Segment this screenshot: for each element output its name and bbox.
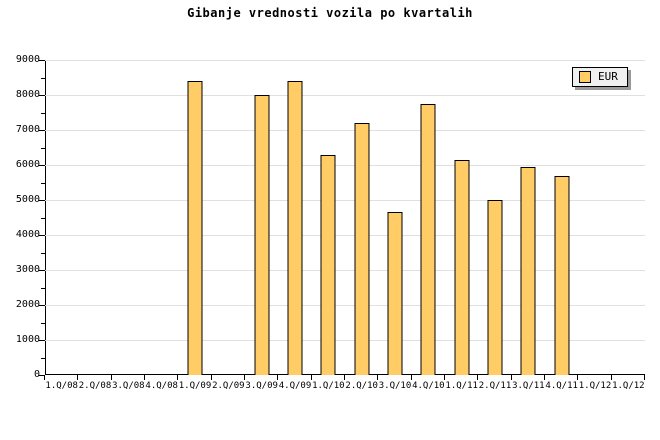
x-tick-label: 4.Q/10 (412, 381, 445, 391)
bar-4.Q/09 (287, 81, 303, 375)
bar-3.Q/11 (520, 166, 536, 375)
gridline (45, 235, 645, 237)
x-tick (577, 375, 579, 380)
y-major-tick (39, 60, 45, 61)
gridline (45, 270, 645, 272)
x-tick-label: 3.Q/10 (378, 381, 412, 391)
x-tick (544, 375, 545, 380)
x-tick (510, 375, 512, 380)
y-major-tick (39, 130, 45, 131)
x-tick (443, 375, 445, 380)
y-tick-label: 6000 (15, 159, 40, 171)
x-tick (610, 375, 612, 380)
y-axis-line (45, 60, 46, 375)
gridline (45, 130, 645, 131)
y-minor-tick (41, 357, 45, 359)
x-tick (377, 375, 379, 380)
y-tick-label: 0 (33, 369, 40, 380)
y-major-tick (39, 95, 45, 97)
gridline (45, 305, 645, 307)
bar-2.Q/10 (354, 123, 370, 375)
y-tick-label: 7000 (15, 124, 40, 135)
x-tick (243, 375, 245, 380)
y-minor-tick (41, 287, 45, 289)
x-tick (277, 375, 279, 380)
y-major-tick (39, 270, 45, 272)
x-tick-label: 1.Q/09 (178, 381, 212, 391)
x-tick-label: 2.Q/09 (212, 381, 245, 391)
y-tick-label: 2000 (15, 299, 40, 311)
y-major-tick (39, 200, 45, 201)
x-tick (477, 375, 479, 380)
legend: EUR (572, 67, 628, 87)
legend-swatch-icon (579, 71, 591, 83)
y-minor-tick (41, 77, 45, 79)
bar-1.Q/10 (320, 154, 336, 375)
y-tick-label: 9000 (15, 54, 40, 65)
x-tick-label: 4.Q/09 (278, 381, 312, 391)
y-major-tick (39, 375, 45, 376)
x-tick-label: 4.Q/08 (145, 381, 178, 391)
bar-4.Q/11 (554, 175, 570, 375)
x-tick-label: 1.Q/08 (45, 381, 78, 391)
bar-1.Q/11 (454, 159, 470, 375)
bar-1.Q/09 (187, 81, 203, 375)
y-major-tick (39, 235, 45, 237)
x-tick-label: 2.Q/10 (345, 381, 378, 391)
gridline (45, 200, 645, 201)
gridline (45, 95, 645, 97)
x-axis-line (45, 374, 645, 375)
y-tick-label: 4000 (15, 229, 40, 241)
y-tick-label: 3000 (15, 264, 40, 276)
y-major-tick (39, 165, 45, 167)
x-tick-label: 3.Q/11 (512, 381, 545, 391)
x-tick (310, 375, 312, 380)
y-tick-label: 1000 (15, 334, 40, 346)
plot-area (39, 60, 645, 380)
x-tick-label: 1.Q/12 (612, 381, 645, 391)
y-minor-tick (41, 252, 45, 254)
bar-4.Q/10 (420, 103, 436, 375)
x-tick (110, 375, 112, 380)
x-tick-label: 3.Q/09 (245, 381, 278, 391)
x-tick (344, 375, 345, 380)
y-minor-tick (41, 322, 45, 324)
x-tick (644, 375, 645, 380)
legend-label: EUR (598, 70, 618, 83)
x-tick (210, 375, 212, 380)
x-tick-label: 3.Q/08 (112, 381, 145, 391)
x-tick (410, 375, 412, 380)
x-tick (177, 375, 179, 380)
x-tick (44, 375, 45, 380)
y-major-tick (39, 340, 45, 342)
bar-3.Q/09 (254, 95, 270, 375)
y-major-tick (39, 305, 45, 307)
bar-3.Q/10 (387, 212, 403, 375)
x-tick-label: 2.Q/08 (78, 381, 112, 391)
y-minor-tick (41, 182, 45, 184)
gridline (45, 60, 645, 61)
chart-title: Gibanje vrednosti vozila po kvartalih (187, 6, 473, 20)
x-tick-label: 1.Q/12 (578, 381, 612, 391)
x-tick-label: 4.Q/11 (545, 381, 578, 391)
gridline (45, 165, 645, 167)
bar-2.Q/11 (487, 200, 503, 375)
y-tick-label: 8000 (15, 89, 40, 101)
y-minor-tick (41, 217, 45, 219)
x-tick (77, 375, 79, 380)
gridline (45, 340, 645, 342)
y-minor-tick (41, 112, 45, 114)
x-tick-label: 1.Q/10 (312, 381, 345, 391)
y-axis-labels: 0 1000 2000 3000 4000 5000 6000 7000 8000 9000 (0, 55, 40, 380)
x-tick (143, 375, 145, 380)
x-tick-label: 2.Q/11 (478, 381, 512, 391)
y-tick-label: 5000 (15, 194, 40, 205)
x-axis-labels: 1.Q/08 2.Q/08 3.Q/08 4.Q/08 1.Q/09 2.Q/09 3.Q/… (45, 381, 645, 395)
y-minor-tick (41, 147, 45, 149)
x-tick-label: 1.Q/11 (445, 381, 478, 391)
